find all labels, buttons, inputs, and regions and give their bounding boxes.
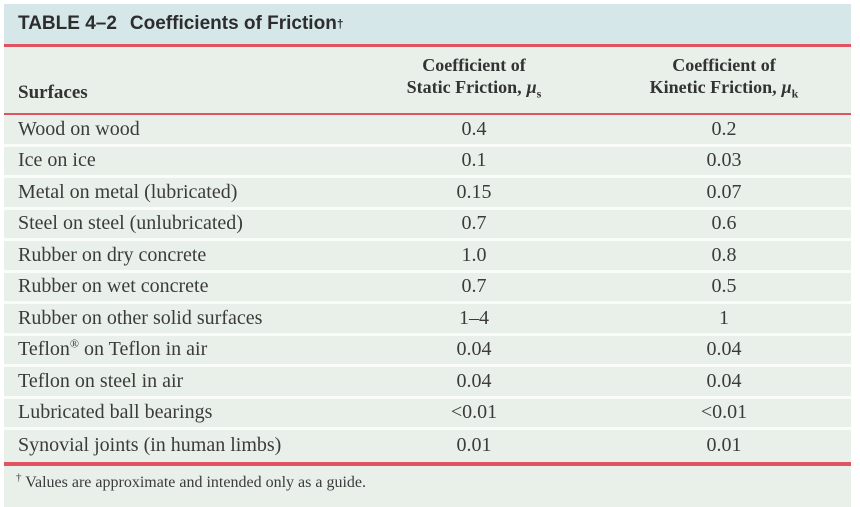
kinetic-value-cell: 0.01 [706, 434, 742, 457]
kinetic-value-cell: 0.03 [706, 149, 742, 172]
surface-cell: Wood on wood [18, 117, 140, 140]
table-row: Metal on metal (lubricated) 0.15 0.07 [4, 178, 851, 210]
static-value-cell: 0.04 [456, 369, 492, 392]
kinetic-value-cell: 0.2 [711, 117, 737, 140]
kinetic-value-cell: 1 [719, 306, 729, 329]
surface-cell: Rubber on other solid surfaces [18, 306, 263, 329]
static-value-cell: <0.01 [450, 401, 498, 424]
table-row: Ice on ice 0.1 0.03 [4, 146, 851, 178]
surface-cell: Rubber on wet concrete [18, 275, 209, 298]
table-row: Synovial joints (in human limbs) 0.01 0.… [4, 430, 851, 462]
footnote-text: Values are approximate and intended only… [25, 473, 366, 491]
table-row: Rubber on dry concrete 1.0 0.8 [4, 241, 851, 273]
table-footnote: † Values are approximate and intended on… [4, 465, 851, 507]
surface-text: on Teflon in air [79, 338, 208, 361]
kinetic-value-cell: 0.5 [711, 275, 737, 298]
table-row: Rubber on wet concrete 0.7 0.5 [4, 272, 851, 304]
kinetic-value-cell: 0.07 [706, 180, 742, 203]
surface-cell: Metal on metal (lubricated) [18, 180, 238, 203]
kinetic-value-cell: 0.04 [706, 369, 742, 392]
table-header-row: Surfaces Coefficient of Static Friction,… [4, 47, 851, 113]
column-header-static-friction: Coefficient of Static Friction, μs [351, 54, 597, 113]
table-row: Lubricated ball bearings <0.01 <0.01 [4, 398, 851, 430]
kinetic-value-cell: 0.6 [711, 212, 737, 235]
surface-cell: Teflon on steel in air [18, 369, 184, 392]
column-header-surfaces: Surfaces [18, 82, 88, 103]
table-row: Steel on steel (unlubricated) 0.7 0.6 [4, 209, 851, 241]
table-row: Rubber on other solid surfaces 1–4 1 [4, 304, 851, 336]
mu-subscript-s: s [536, 87, 542, 101]
static-value-cell: 0.01 [456, 434, 492, 457]
divider-rule-bottom [4, 461, 851, 466]
static-value-cell: 0.7 [461, 275, 487, 298]
divider-rule-header [4, 113, 851, 115]
table-body: Wood on wood 0.4 0.2 Ice on ice 0.1 0.03… [4, 115, 851, 462]
kinetic-header-line2: Kinetic Friction, [649, 77, 777, 98]
friction-table-panel: TABLE 4–2 Coefficients of Friction † Sur… [4, 4, 851, 507]
static-value-cell: 0.4 [461, 117, 487, 140]
mu-symbol: μ [526, 77, 537, 98]
surface-cell: Steel on steel (unlubricated) [18, 212, 243, 235]
static-value-cell: 0.7 [461, 212, 487, 235]
kinetic-value-cell: 0.8 [711, 243, 737, 266]
static-value-cell: 0.1 [461, 149, 487, 172]
registered-trademark-symbol: ® [69, 336, 80, 351]
surface-text: Teflon [18, 338, 70, 361]
kinetic-value-cell: <0.01 [700, 401, 748, 424]
mu-subscript-k: k [791, 87, 799, 101]
surface-cell: Ice on ice [18, 149, 96, 172]
footnote-dagger: † [16, 471, 22, 484]
column-header-kinetic-friction: Coefficient of Kinetic Friction, μk [597, 54, 851, 113]
table-row: Wood on wood 0.4 0.2 [4, 115, 851, 147]
surface-cell: Teflon® on Teflon in air [4, 338, 351, 361]
mu-symbol: μ [781, 77, 792, 98]
static-value-cell: 1.0 [461, 243, 487, 266]
table-row: Teflon on steel in air 0.04 0.04 [4, 367, 851, 399]
kinetic-header-line1: Coefficient of [672, 55, 776, 76]
static-value-cell: 0.04 [456, 338, 492, 361]
kinetic-value-cell: 0.04 [706, 338, 742, 361]
surface-cell: Synovial joints (in human limbs) [18, 434, 282, 457]
surface-cell: Lubricated ball bearings [18, 401, 213, 424]
table-row: Teflon® on Teflon in air 0.04 0.04 [4, 335, 851, 367]
static-value-cell: 1–4 [459, 306, 489, 329]
table-title: Coefficients of Friction [129, 13, 337, 34]
static-value-cell: 0.15 [456, 180, 492, 203]
static-header-line1: Coefficient of [422, 55, 526, 76]
static-header-line2: Static Friction, [406, 77, 522, 98]
divider-rule-top [4, 44, 851, 47]
table-title-bar: TABLE 4–2 Coefficients of Friction † [4, 4, 851, 44]
table-number: TABLE 4–2 [18, 13, 117, 34]
surface-cell: Rubber on dry concrete [18, 243, 207, 266]
